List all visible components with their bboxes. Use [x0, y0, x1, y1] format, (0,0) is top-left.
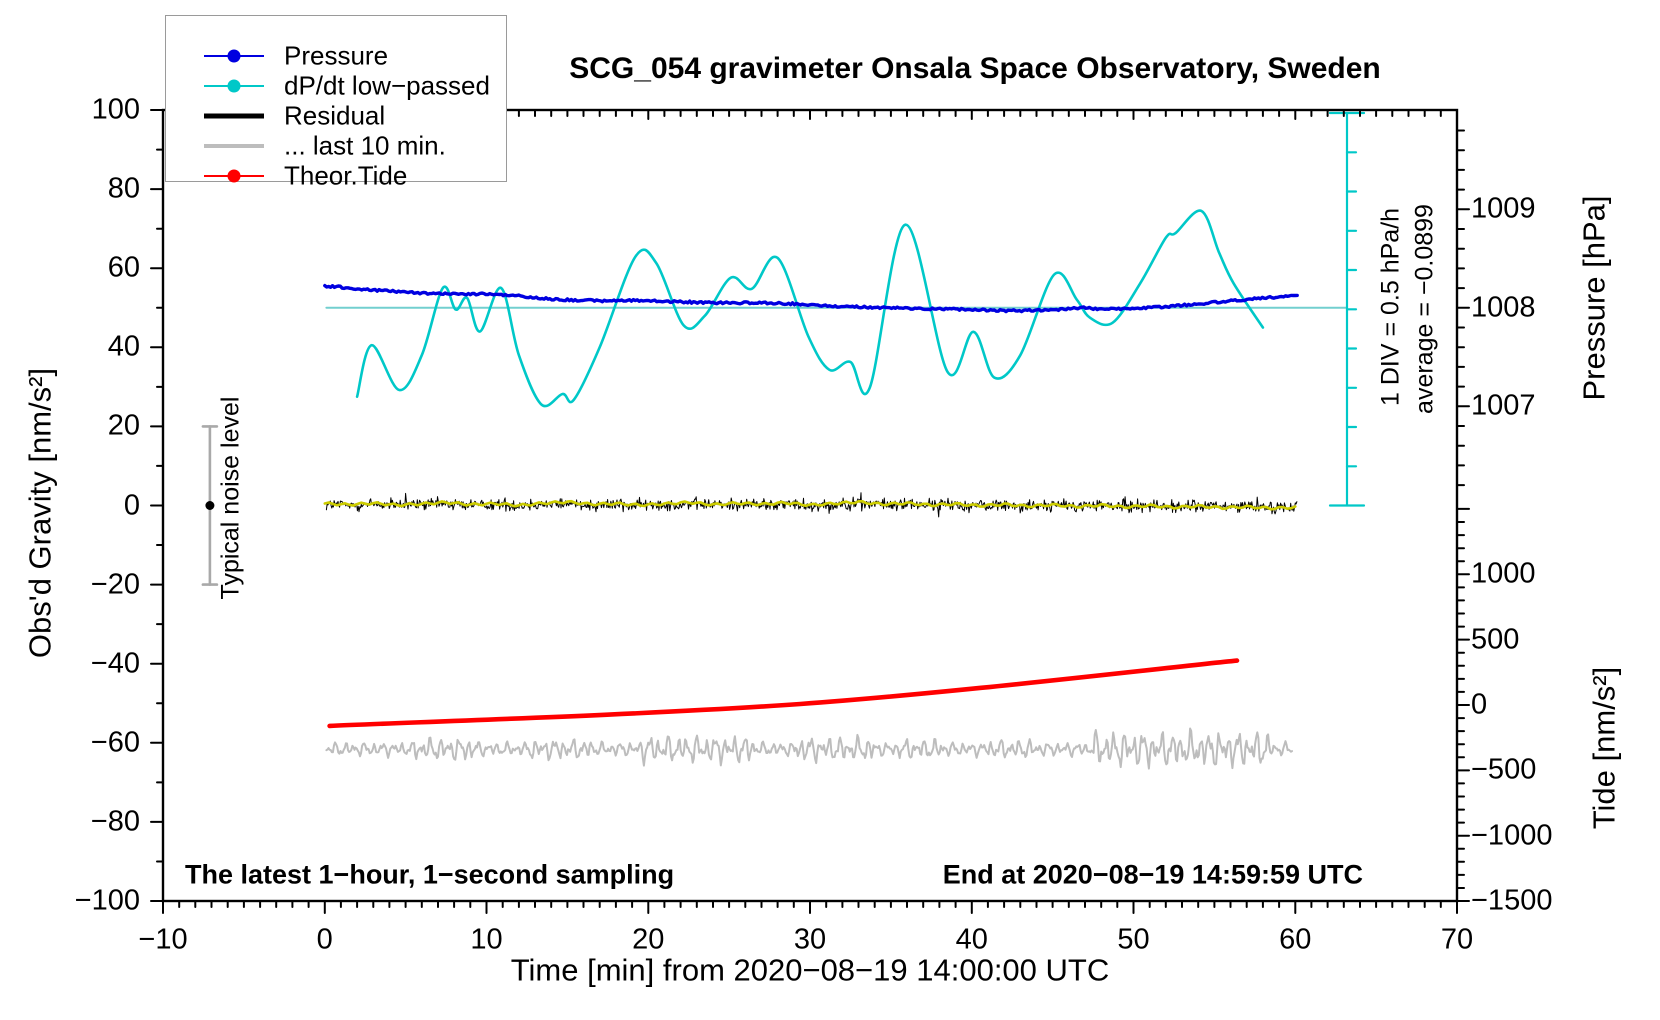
gravity-tick-label: −40: [90, 647, 140, 680]
gravity-tick-label: 40: [107, 330, 140, 363]
legend-label: ... last 10 min.: [284, 130, 446, 161]
pressure-tick-label: 1008: [1471, 291, 1536, 324]
legend-item-pressure: Pressure: [166, 41, 506, 71]
plot-frame: [150, 108, 1470, 914]
x-tick-label: −10: [138, 923, 188, 956]
noise-error-bar: [201, 425, 219, 586]
x-tick-label: 30: [793, 923, 827, 956]
gravity-tick-label: −100: [74, 884, 140, 917]
tide-axis-title: Tide [nm/s²]: [1586, 666, 1622, 830]
end-time-note: End at 2020−08−19 14:59:59 UTC: [942, 859, 1363, 890]
x-tick-label: 70: [1440, 923, 1474, 956]
residual-line-icon: [204, 113, 264, 119]
gravity-tick-label: 100: [91, 93, 140, 126]
dpdt-curve: [355, 209, 1265, 408]
noise-bar-label: Typical noise level: [216, 396, 245, 600]
residual-smooth-curve: [323, 499, 1297, 511]
chart-title: SCG_054 gravimeter Onsala Space Observat…: [569, 52, 1381, 85]
x-tick-label: 10: [470, 923, 503, 956]
tide-tick-label: 1000: [1471, 557, 1536, 590]
gravity-tick-label: −20: [90, 568, 140, 601]
gravity-tick-label: −80: [90, 805, 140, 838]
legend-label: Theor.Tide: [284, 160, 408, 191]
legend-item-tide: Theor.Tide: [166, 161, 506, 191]
x-axis-title: Time [min] from 2020−08−19 14:00:00 UTC: [510, 952, 1110, 988]
pressure-tick-label: 1007: [1471, 389, 1536, 422]
tide-tick-label: −1500: [1471, 884, 1553, 917]
tide-line-icon: [204, 169, 264, 183]
x-tick-label: 0: [316, 923, 333, 956]
tide-tick-label: 500: [1471, 623, 1520, 656]
pressure-curve: [323, 283, 1299, 314]
legend-label: dP/dt low−passed: [284, 70, 490, 101]
gravity-tick-label: 80: [107, 172, 140, 205]
gravity-tick-label: 60: [107, 251, 140, 284]
x-tick-label: 50: [1117, 923, 1150, 956]
legend-box: Pressure dP/dt low−passed Residual ... l…: [165, 15, 507, 191]
pressure-tick-label: 1009: [1471, 192, 1536, 225]
tide-tick-label: −500: [1471, 753, 1537, 786]
pressure-axis-title: Pressure [hPa]: [1576, 195, 1612, 401]
pressure-line-icon: [204, 49, 264, 63]
legend-item-residual: Residual: [166, 101, 506, 131]
average-label: average = −0.0899: [1410, 204, 1439, 414]
x-tick-label: 20: [632, 923, 665, 956]
legend-label: Residual: [284, 100, 386, 131]
x-tick-label: 40: [955, 923, 988, 956]
theor-tide-curve: [327, 658, 1240, 729]
left-axis-title: Obs'd Gravity [nm/s²]: [22, 367, 58, 659]
legend-item-last10: ... last 10 min.: [166, 131, 506, 161]
last10-line-icon: [204, 144, 264, 148]
gravity-tick-label: 20: [107, 409, 140, 442]
dpdt-scale-bar: [1328, 111, 1366, 507]
legend-item-dpdt: dP/dt low−passed: [166, 71, 506, 101]
div-scale-label: 1 DIV = 0.5 hPa/h: [1376, 207, 1405, 407]
last10-curve: [325, 727, 1293, 770]
legend-label: Pressure: [284, 40, 389, 71]
tide-tick-label: 0: [1471, 688, 1488, 721]
sampling-note: The latest 1−hour, 1−second sampling: [185, 859, 675, 890]
gravity-tick-label: 0: [123, 489, 140, 521]
dpdt-line-icon: [204, 79, 264, 93]
x-tick-label: 60: [1279, 923, 1312, 956]
gravity-tick-label: −60: [90, 726, 140, 759]
tide-tick-label: −1000: [1471, 819, 1553, 852]
